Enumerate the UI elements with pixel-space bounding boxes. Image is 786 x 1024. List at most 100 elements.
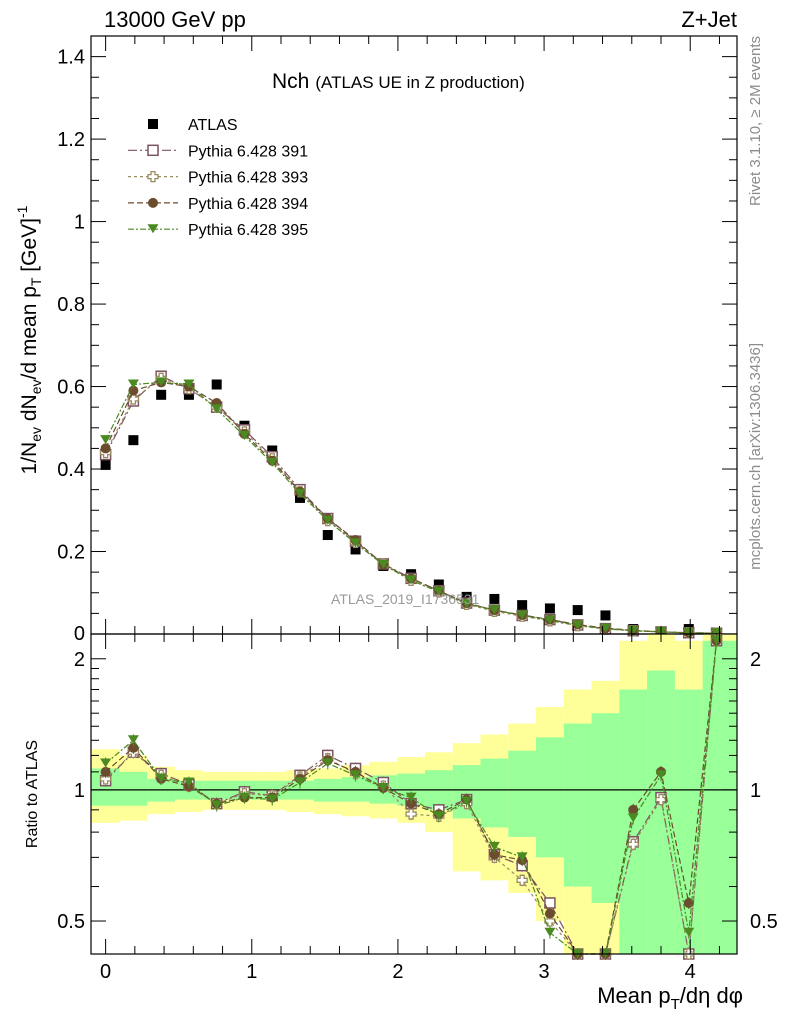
data-point (183, 379, 195, 389)
header-left: 13000 GeV pp (104, 7, 246, 32)
series-atlas (100, 379, 722, 639)
ratio-data-point (628, 804, 639, 815)
ratio-y-tick-label-right: 0.5 (750, 911, 778, 933)
ratio-data-point (461, 796, 473, 806)
legend-marker (147, 144, 159, 157)
data-point (572, 605, 583, 616)
main-y-tick-label: 0.6 (57, 377, 85, 399)
uncertainty-band-stat (563, 723, 592, 887)
legend-label: Pythia 6.428 391 (188, 143, 308, 160)
data-point (627, 625, 639, 635)
ratio-data-point (127, 735, 139, 745)
legend-entry: Pythia 6.428 394 (128, 196, 308, 213)
x-axis-label: Mean pT/dη dφ (597, 983, 743, 1013)
analysis-watermark: ATLAS_2019_I1736531 (331, 591, 480, 607)
ratio-data-point (100, 766, 111, 777)
ratio-data-point (100, 758, 112, 768)
ratio-data-point (516, 874, 528, 886)
ratio-data-point (544, 915, 556, 927)
ratio-y-tick-label-right: 1 (750, 780, 761, 802)
data-point (377, 559, 389, 569)
ratio-data-point (405, 808, 417, 820)
ratio-y-tick-label: 0.5 (57, 911, 85, 933)
data-point (433, 579, 444, 590)
uncertainty-band-stat (480, 758, 509, 828)
data-point (544, 603, 555, 614)
main-y-tick-label: 0.8 (57, 294, 85, 316)
legend-label: ATLAS (188, 117, 238, 134)
legend-marker (148, 119, 158, 129)
ratio-data-point (544, 908, 555, 919)
data-point (322, 515, 334, 525)
ratio-data-point (238, 792, 250, 802)
ratio-data-point (183, 777, 195, 787)
data-point (599, 623, 611, 633)
ratio-series-pythia-6-428-395 (100, 634, 723, 960)
ratio-data-point (128, 742, 139, 753)
data-point (127, 379, 139, 389)
ratio-data-point (489, 849, 500, 860)
ratio-data-point (322, 758, 334, 768)
data-point (350, 538, 362, 548)
ratio-data-point (294, 777, 306, 787)
data-point (461, 591, 472, 602)
uncertainty-band-stat (119, 771, 148, 806)
main-panel: 0.2 0.4 0.6 0.8 1 1.2 1.4 0 Nch (ATLAS UE in Z … (57, 35, 738, 645)
data-point (127, 393, 140, 405)
ratio-data-point (655, 793, 667, 806)
uncertainty-band-stat (674, 689, 703, 954)
data-point (489, 593, 500, 604)
ratio-data-point (99, 773, 112, 785)
ratio-panel: 0.5 0.5 1 1 2 2 0 1 2 3 4 (57, 633, 778, 983)
data-point (128, 435, 139, 446)
legend-entry: ATLAS (148, 117, 238, 134)
ratio-data-point (406, 798, 417, 809)
data-point (294, 488, 306, 498)
ratio-data-point (266, 794, 278, 804)
data-point (322, 530, 333, 541)
ratio-data-point (627, 813, 639, 823)
legend-entry: Pythia 6.428 393 (128, 170, 308, 187)
main-y-tick-label: 1.4 (57, 47, 85, 69)
data-point (572, 620, 584, 630)
data-point (488, 605, 500, 615)
data-point (183, 389, 194, 400)
uncertainty-band-stat (647, 670, 675, 954)
ratio-data-point (683, 927, 695, 937)
data-point (516, 610, 528, 620)
data-point (211, 404, 223, 414)
data-point (683, 627, 695, 637)
ratio-y-axis-label: Ratio to ATLAS (24, 740, 41, 848)
legend-entry: Pythia 6.428 395 (128, 222, 308, 239)
main-y-tick-label: 0 (74, 623, 85, 645)
series-line (105, 381, 717, 634)
data-point (295, 492, 305, 503)
x-tick-label: 0 (100, 961, 111, 983)
uncertainty-band-stat (702, 640, 737, 954)
data-point (128, 385, 139, 396)
data-point (544, 615, 556, 625)
ratio-data-point (377, 783, 389, 793)
data-point (100, 443, 111, 454)
data-point (266, 457, 278, 467)
header-right: Z+Jet (681, 7, 737, 32)
ratio-data-point (350, 770, 362, 780)
data-point (267, 445, 278, 456)
x-tick-label: 1 (246, 961, 257, 983)
series-pythia-6-428-395 (100, 377, 723, 638)
rivet-version-label: Rivet 3.1.10, ≥ 2M events (747, 36, 764, 206)
legend-marker (147, 224, 159, 234)
x-tick-label: 3 (539, 961, 550, 983)
uncertainty-band-stat (508, 750, 537, 837)
ratio-y-tick-label: 2 (74, 649, 85, 671)
ratio-data-point (155, 773, 167, 783)
legend-label: Pythia 6.428 394 (188, 196, 308, 213)
legend-marker (147, 170, 159, 183)
data-point (238, 431, 250, 441)
data-point (211, 379, 222, 390)
uncertainty-band-stat (452, 765, 481, 819)
ratio-data-point (433, 811, 445, 821)
x-tick-label: 4 (685, 961, 696, 983)
main-y-tick-label: 0.4 (57, 459, 85, 481)
